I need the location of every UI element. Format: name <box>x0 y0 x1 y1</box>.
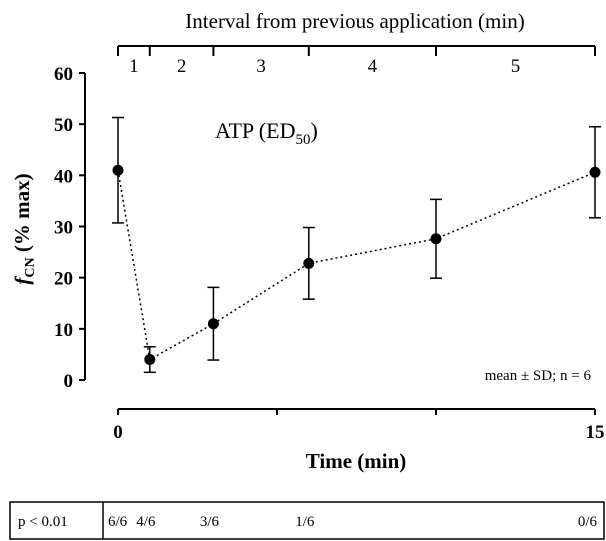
y-axis: 0 10 20 30 40 50 60 <box>54 64 86 392</box>
data-point <box>303 257 315 269</box>
agent-label: ATP (ED50) <box>215 118 318 148</box>
significance-entry: 1/6 <box>295 514 315 530</box>
data-point <box>430 233 442 245</box>
significance-entry: 6/6 <box>108 514 128 530</box>
y-axis-label-rest: (% max) <box>10 173 34 257</box>
significance-table-frame <box>9 501 605 540</box>
significance-entry: 3/6 <box>200 514 220 530</box>
y-tick-label: 0 <box>64 371 74 392</box>
y-axis-label-main: f <box>10 276 34 285</box>
y-tick-label: 20 <box>54 269 73 290</box>
interval-label: 5 <box>511 56 521 77</box>
y-axis-label-sub: CN <box>23 257 38 277</box>
agent-label-sub: 50 <box>295 132 310 148</box>
stats-annotation: mean ± SD; n = 6 <box>485 368 592 384</box>
data-point <box>144 354 156 366</box>
data-series <box>112 116 601 374</box>
interval-label: 1 <box>129 56 139 77</box>
significance-entry: 4/6 <box>136 514 156 530</box>
data-point <box>207 318 219 330</box>
x-axis-label: Time (min) <box>306 449 407 473</box>
y-axis-label: fCN (% max) <box>10 173 38 284</box>
y-tick-label: 10 <box>54 320 73 341</box>
interval-axis-title: Interval from previous application (min) <box>185 9 524 33</box>
x-axis: 0 15 <box>113 408 605 443</box>
data-point <box>589 166 601 178</box>
interval-label: 2 <box>177 56 187 77</box>
y-tick-label: 40 <box>54 166 73 187</box>
y-tick-label: 50 <box>54 115 73 136</box>
y-tick-label: 30 <box>54 218 73 239</box>
significance-entry: 0/6 <box>578 514 598 530</box>
significance-table-label: p < 0.01 <box>18 514 68 530</box>
y-tick-label: 60 <box>54 64 73 85</box>
interval-axis: 1 2 3 4 5 <box>117 45 596 77</box>
data-point <box>112 164 124 176</box>
agent-label-main: ATP (ED <box>215 118 295 143</box>
x-tick-label: 0 <box>113 422 123 443</box>
significance-table: p < 0.01 6/6 4/6 3/6 1/6 0/6 <box>9 501 605 540</box>
interval-label: 3 <box>256 56 266 77</box>
interval-label: 4 <box>368 56 378 77</box>
agent-label-end: ) <box>310 118 317 143</box>
series-line <box>117 170 596 361</box>
x-tick-label: 15 <box>586 422 605 443</box>
